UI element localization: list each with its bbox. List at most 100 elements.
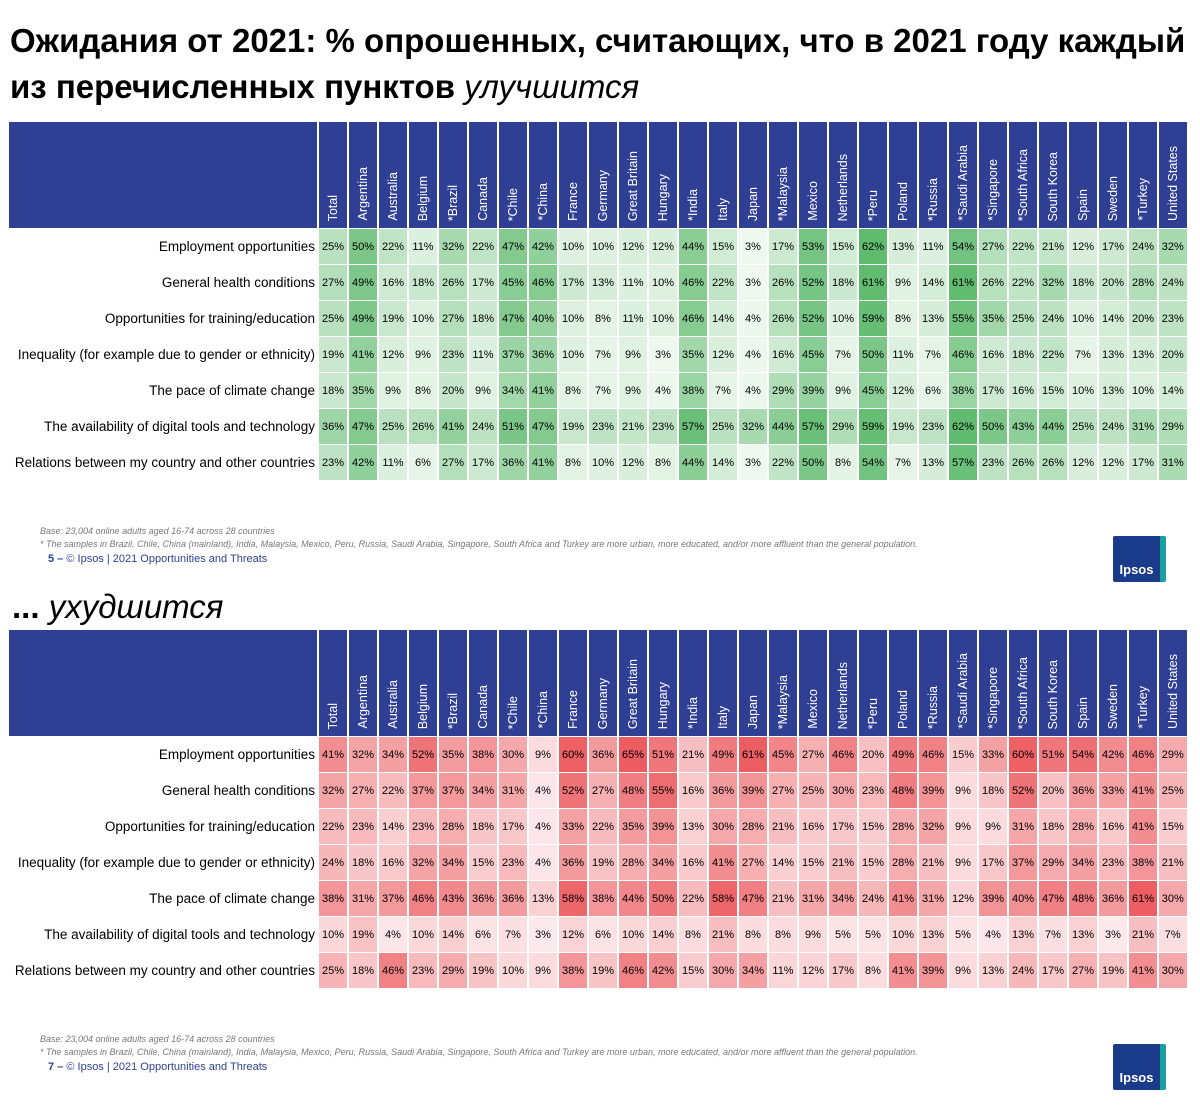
cell: 11%	[407, 228, 439, 265]
cell: 3%	[737, 228, 769, 265]
cell: 27%	[737, 844, 769, 881]
cell: 22%	[377, 228, 409, 265]
cell: 23%	[317, 444, 349, 481]
cell: 46%	[917, 736, 949, 773]
column-label: Japan	[746, 694, 760, 729]
cell: 6%	[917, 372, 949, 409]
column-label: *Chile	[506, 695, 520, 729]
cell: 31%	[497, 772, 529, 809]
cell: 28%	[617, 844, 649, 881]
cell: 7%	[707, 372, 739, 409]
cell: 25%	[707, 408, 739, 445]
cell: 14%	[707, 444, 739, 481]
column-header: Italy	[707, 630, 738, 737]
cell: 14%	[1097, 300, 1129, 337]
cell: 24%	[1037, 300, 1069, 337]
cell: 29%	[1037, 844, 1069, 881]
cell: 60%	[1007, 736, 1039, 773]
cell: 34%	[377, 736, 409, 773]
cell: 36%	[1067, 772, 1099, 809]
cell: 5%	[947, 916, 979, 953]
cell: 62%	[857, 228, 889, 265]
column-label: *India	[686, 697, 700, 729]
cell: 10%	[1067, 372, 1099, 409]
cell: 34%	[647, 844, 679, 881]
cell: 41%	[347, 336, 379, 373]
cell: 61%	[737, 736, 769, 773]
cell: 7%	[587, 372, 619, 409]
cell: 22%	[1037, 336, 1069, 373]
column-header: *Russia	[917, 630, 948, 737]
cell: 50%	[647, 880, 679, 917]
cell: 48%	[1067, 880, 1099, 917]
cell: 15%	[857, 808, 889, 845]
cell: 36%	[707, 772, 739, 809]
cell: 49%	[887, 736, 919, 773]
page-number: 5 –	[48, 553, 64, 565]
cell: 54%	[857, 444, 889, 481]
column-header: *South Africa	[1007, 630, 1038, 737]
column-header: Sweden	[1097, 630, 1128, 737]
cell: 20%	[1037, 772, 1069, 809]
cell: 50%	[797, 444, 829, 481]
cell: 44%	[677, 444, 709, 481]
cell: 12%	[887, 372, 919, 409]
cell: 15%	[707, 228, 739, 265]
cell: 27%	[977, 228, 1009, 265]
logo: Ipsos	[1113, 1044, 1166, 1090]
cell: 35%	[617, 808, 649, 845]
cell: 12%	[947, 880, 979, 917]
cell: 4%	[737, 372, 769, 409]
cell: 46%	[617, 952, 649, 989]
cell: 16%	[677, 844, 709, 881]
column-label: *Russia	[926, 177, 940, 221]
cell: 39%	[797, 372, 829, 409]
cell: 36%	[557, 844, 589, 881]
cell: 12%	[1067, 444, 1099, 481]
cell: 23%	[977, 444, 1009, 481]
cell: 28%	[1067, 808, 1099, 845]
cell: 8%	[677, 916, 709, 953]
cell: 27%	[317, 264, 349, 301]
cell: 17%	[977, 372, 1009, 409]
cell: 37%	[377, 880, 409, 917]
cell: 52%	[1007, 772, 1039, 809]
cell: 21%	[1127, 916, 1159, 953]
cell: 25%	[317, 228, 349, 265]
cell: 22%	[1007, 264, 1039, 301]
cell: 22%	[377, 772, 409, 809]
cell: 27%	[347, 772, 379, 809]
column-label: *Turkey	[1136, 178, 1150, 221]
cell: 13%	[1097, 336, 1129, 373]
cell: 16%	[977, 336, 1009, 373]
column-header: *India	[677, 122, 708, 229]
column-label: *Brazil	[446, 692, 460, 729]
cell: 22%	[587, 808, 619, 845]
cell: 32%	[317, 772, 349, 809]
cell: 47%	[497, 300, 529, 337]
cell: 35%	[677, 336, 709, 373]
cell: 24%	[317, 844, 349, 881]
cell: 17%	[1127, 444, 1159, 481]
cell: 33%	[1097, 772, 1129, 809]
cell: 31%	[1007, 808, 1039, 845]
cell: 6%	[467, 916, 499, 953]
cell: 3%	[647, 336, 679, 373]
column-header: *Malaysia	[767, 122, 798, 229]
column-header: *Turkey	[1127, 122, 1158, 229]
cell: 13%	[917, 444, 949, 481]
cell: 60%	[557, 736, 589, 773]
cell: 10%	[557, 228, 589, 265]
cell: 32%	[347, 736, 379, 773]
cell: 42%	[527, 228, 559, 265]
cell: 9%	[947, 808, 979, 845]
cell: 8%	[767, 916, 799, 953]
base-note: Base: 23,004 online adults aged 16-74 ac…	[40, 526, 275, 536]
cell: 7%	[497, 916, 529, 953]
cell: 61%	[857, 264, 889, 301]
cell: 24%	[1007, 952, 1039, 989]
cell: 41%	[1127, 808, 1159, 845]
cell: 18%	[977, 772, 1009, 809]
cell: 9%	[887, 264, 919, 301]
